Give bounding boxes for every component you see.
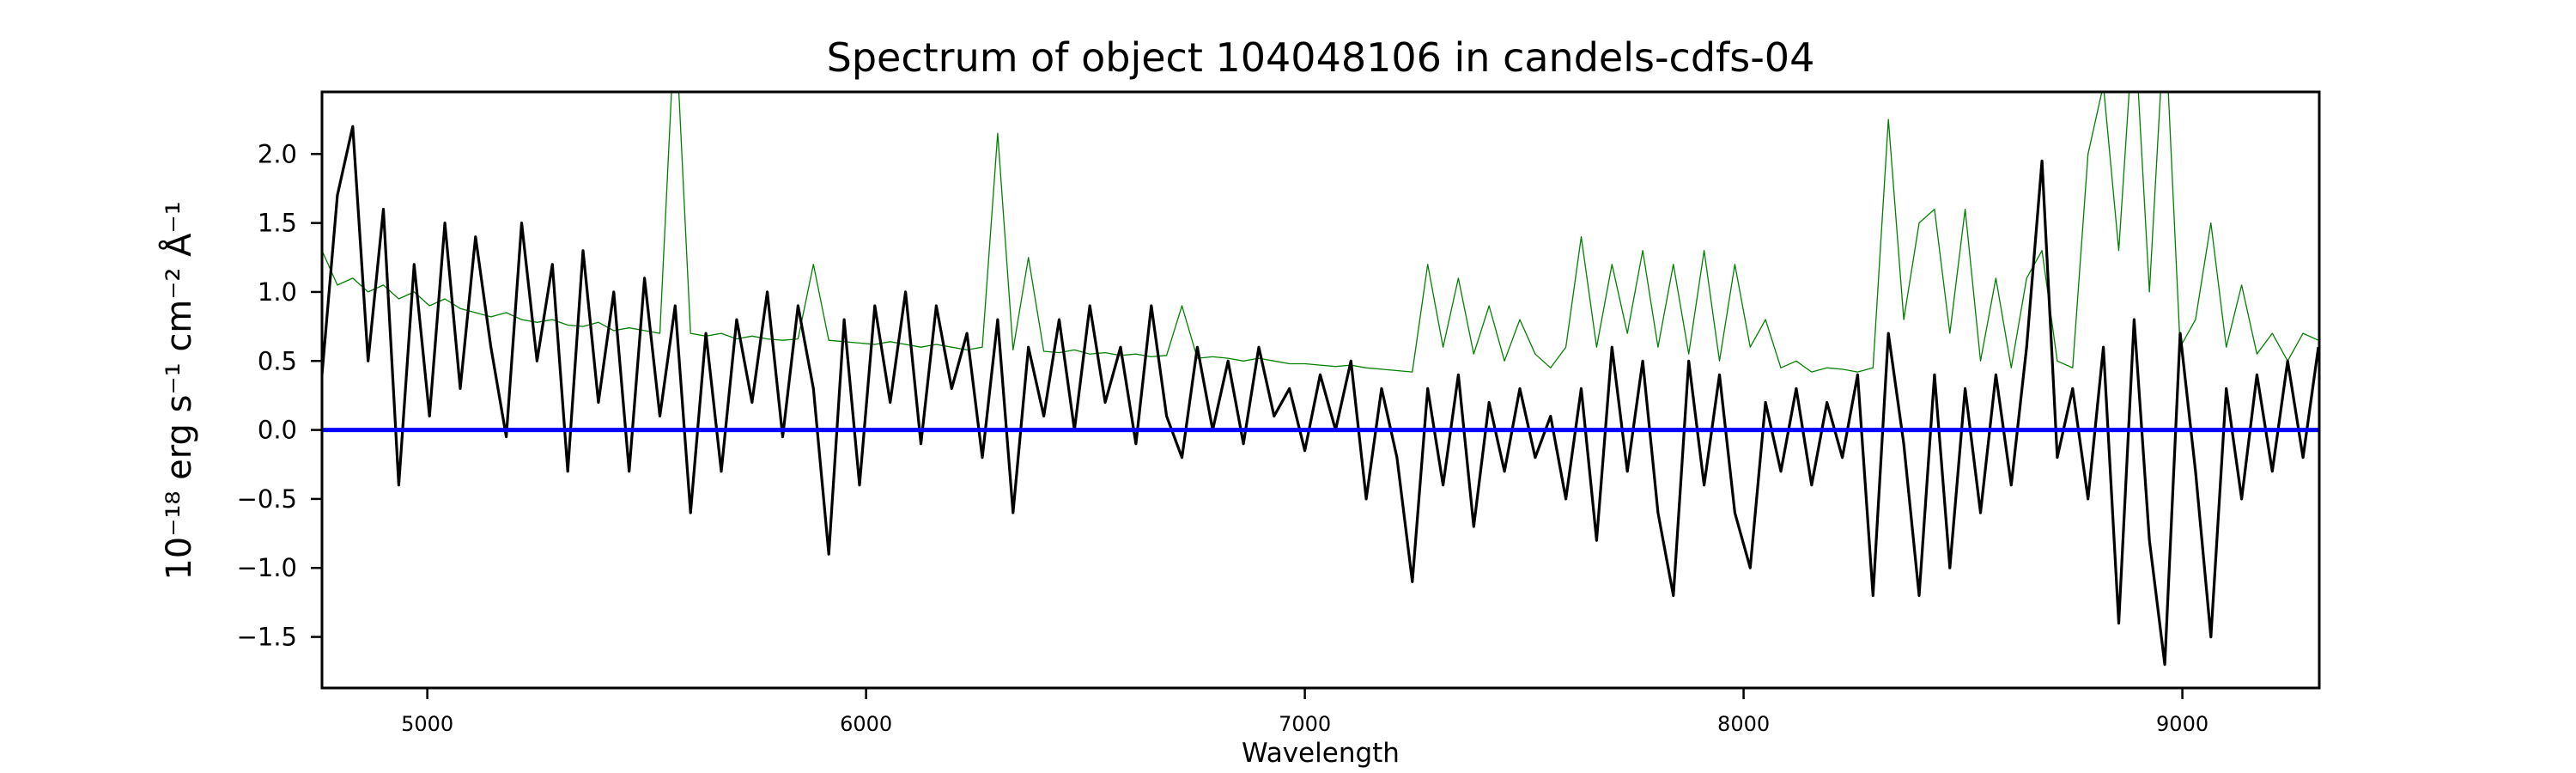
flux-series-line xyxy=(322,125,2319,666)
y-tick-label: 0.0 xyxy=(258,416,297,445)
x-tick-label: 7000 xyxy=(1279,712,1331,736)
y-tick-label: 0.5 xyxy=(258,346,297,375)
chart-title: Spectrum of object 104048106 in candels-… xyxy=(827,34,1815,81)
y-tick-label: 1.0 xyxy=(258,277,297,307)
y-axis-label: 10⁻¹⁸ erg s⁻¹ cm⁻² Å⁻¹ xyxy=(158,201,199,580)
y-tick-label: −1.5 xyxy=(237,623,297,652)
y-tick-label: 1.5 xyxy=(258,209,297,238)
plot-marks xyxy=(322,92,2319,666)
x-tick-label: 6000 xyxy=(840,712,892,736)
y-tick-label: 2.0 xyxy=(258,139,297,168)
x-tick-label: 9000 xyxy=(2156,712,2208,736)
x-axis-label: Wavelength xyxy=(1242,738,1400,769)
plot-frame xyxy=(320,90,2321,690)
x-tick-label: 8000 xyxy=(1717,712,1770,736)
x-tick-label: 5000 xyxy=(401,712,453,736)
y-tick-label: −1.0 xyxy=(237,553,297,582)
y-axis: −1.5 −1.0 −0.5 0.0 0.5 1.0 1.5 2.0 xyxy=(237,139,322,652)
x-axis: 5000 6000 7000 8000 9000 xyxy=(401,688,2208,736)
error-series-line xyxy=(322,92,2319,373)
y-tick-label: −0.5 xyxy=(237,484,297,514)
